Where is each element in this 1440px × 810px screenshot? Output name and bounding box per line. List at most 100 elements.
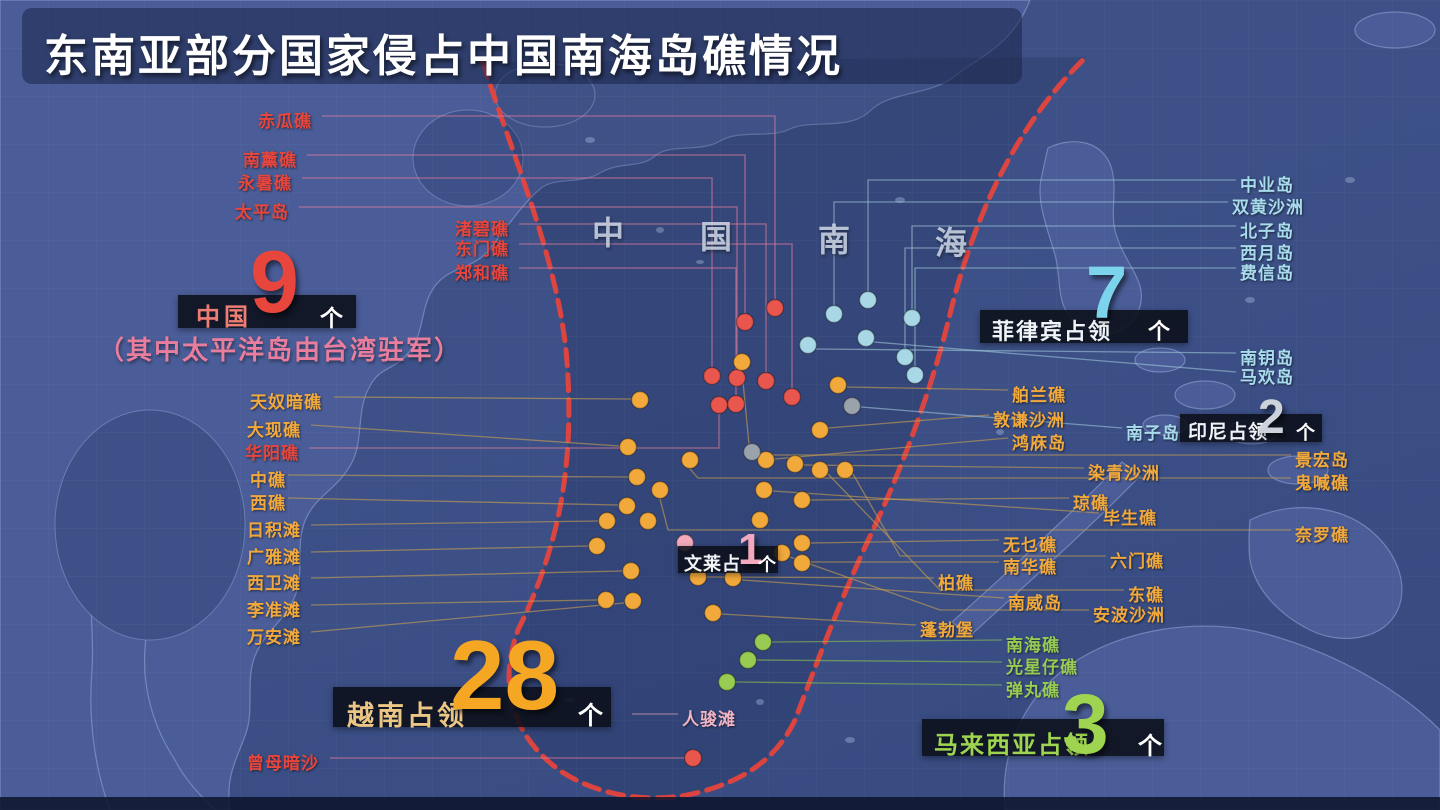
- island-label: 中业岛: [1240, 176, 1294, 195]
- island-label: 万安滩: [247, 628, 301, 647]
- island-label: 西卫滩: [247, 574, 301, 593]
- connector-line: [827, 473, 1124, 591]
- sea-name-watermark: 南: [818, 222, 851, 258]
- island-label: 南威岛: [1008, 594, 1062, 613]
- island-label: 南薰礁: [243, 151, 297, 170]
- connector-line: [860, 406, 1123, 429]
- connector-line: [310, 545, 589, 553]
- island-label: 奈罗礁: [1295, 526, 1349, 545]
- vietnam-dot: [680, 450, 700, 470]
- island-label: 安波沙洲: [1093, 606, 1165, 625]
- connector-line: [333, 396, 632, 400]
- connector-line: [827, 414, 990, 429]
- connector-line: [741, 579, 1005, 599]
- legend-malaysia-label: 马来西亚占领: [934, 732, 1090, 759]
- vietnam-dot: [828, 375, 848, 395]
- connector-line: [873, 341, 1237, 373]
- legend-china-count: 9: [250, 232, 299, 331]
- sea-name-watermark: 海: [935, 225, 968, 261]
- connector-line: [309, 414, 720, 449]
- island-label: 北子岛: [1240, 222, 1294, 241]
- legend-brunei-label: 文莱占: [684, 554, 741, 574]
- philippines-dot: [824, 304, 844, 324]
- vietnam-dot: [810, 420, 830, 440]
- title-band: [22, 8, 1022, 84]
- island-label: 景宏岛: [1295, 451, 1349, 470]
- connector-line: [310, 570, 623, 579]
- legend-vietnam-label: 越南占领: [347, 701, 467, 731]
- island-label: 天奴暗礁: [250, 393, 322, 412]
- island-label: 中礁: [250, 471, 286, 490]
- vietnam-dot: [756, 450, 776, 470]
- connector-line: [867, 179, 1236, 291]
- legend-indonesia-box: [1180, 414, 1322, 442]
- legend-china-unit: 个: [320, 305, 343, 331]
- legend-philippines-count: 7: [1086, 251, 1128, 334]
- connector-line: [659, 498, 1291, 531]
- connector-line: [911, 225, 1236, 309]
- island-label: 鸿庥岛: [1012, 434, 1066, 453]
- island-label: 赤瓜礁: [258, 112, 312, 131]
- connector-line: [833, 201, 1228, 305]
- connector-line: [810, 539, 1000, 544]
- island-label: 无乜礁: [1003, 536, 1057, 555]
- dashed-boundary-line: [480, 54, 1089, 801]
- malaysia-dot: [753, 632, 773, 652]
- legend-indonesia-label: 印尼占领: [1188, 422, 1269, 443]
- indonesia-dot: [842, 396, 862, 416]
- island-label: 琼礁: [1073, 494, 1109, 513]
- island-label: 东门礁: [455, 240, 509, 259]
- vietnam-dot: [792, 533, 812, 553]
- island-label: 双黄沙洲: [1232, 198, 1304, 217]
- malaysia-dot: [738, 650, 758, 670]
- connector-line: [774, 437, 1009, 460]
- island-label: 渚碧礁: [455, 220, 509, 239]
- island-label: 毕生礁: [1103, 509, 1157, 528]
- legend-china-label: 中国: [196, 304, 252, 331]
- island-label: 南海礁: [1006, 636, 1060, 655]
- connector-line: [310, 424, 620, 447]
- legend-brunei-box: [678, 546, 778, 573]
- china-dot: [683, 748, 703, 768]
- island-label: 李准滩: [247, 601, 301, 620]
- island-label: 广雅滩: [247, 548, 301, 567]
- legend-vietnam-count: 28: [450, 620, 560, 730]
- island-label: 马欢岛: [1240, 368, 1294, 387]
- island-label: 曾母暗沙: [247, 754, 319, 773]
- connector-line: [756, 659, 1003, 663]
- legend-philippines-box: [980, 310, 1188, 343]
- island-label: 大现礁: [247, 421, 301, 440]
- connector-line: [720, 613, 917, 626]
- island-label: 华阳礁: [245, 444, 299, 463]
- connector-line: [815, 348, 1237, 354]
- vietnam-dot: [703, 603, 723, 623]
- vietnam-dot: [618, 437, 638, 457]
- connector-line: [302, 177, 713, 367]
- vietnam-dot: [835, 460, 855, 480]
- vietnam-dot: [785, 454, 805, 474]
- island-label: 染青沙洲: [1088, 464, 1160, 483]
- connector-line: [519, 243, 793, 388]
- legend-philippines-unit: 个: [1148, 319, 1171, 344]
- connector-line: [287, 497, 619, 506]
- island-label: 太平岛: [235, 203, 289, 222]
- china-dot: [782, 387, 802, 407]
- vietnam-dot: [623, 591, 643, 611]
- vietnam-dot: [587, 536, 607, 556]
- philippines-dot: [798, 335, 818, 355]
- island-label: 日积滩: [247, 521, 301, 540]
- vietnam-dot: [627, 467, 647, 487]
- philippines-dot: [858, 290, 878, 310]
- island-label: 西月岛: [1240, 244, 1294, 263]
- vietnam-dot: [597, 511, 617, 531]
- connector-line: [810, 497, 1070, 501]
- connector-line: [519, 223, 767, 372]
- vietnam-dot: [650, 480, 670, 500]
- connector-line: [322, 115, 776, 299]
- legend-indonesia-unit: 个: [1296, 423, 1316, 444]
- island-label: 永暑礁: [238, 174, 292, 193]
- island-label: 光星仔礁: [1006, 658, 1078, 677]
- philippines-dot: [902, 308, 922, 328]
- legend-brunei-count: 1: [738, 525, 763, 574]
